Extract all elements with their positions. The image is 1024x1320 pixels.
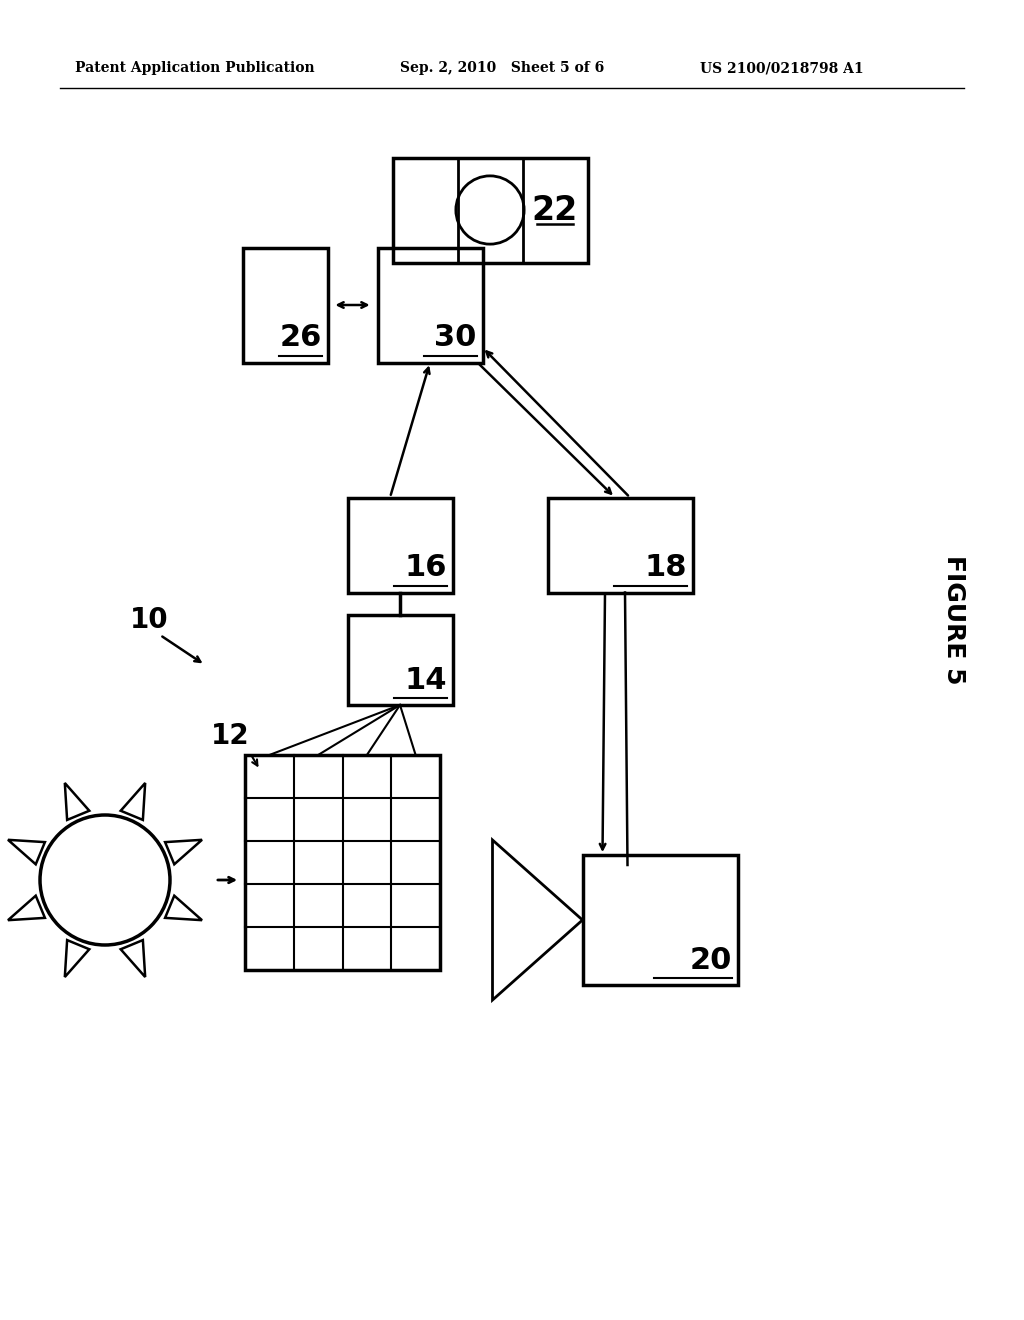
Bar (583, 855, 737, 985)
Text: 10: 10 (130, 606, 169, 634)
Text: 30: 30 (434, 323, 476, 352)
Bar (347, 498, 453, 593)
Text: 26: 26 (280, 323, 322, 352)
Text: Sep. 2, 2010   Sheet 5 of 6: Sep. 2, 2010 Sheet 5 of 6 (400, 61, 604, 75)
Bar (347, 615, 453, 705)
Text: US 2100/0218798 A1: US 2100/0218798 A1 (700, 61, 863, 75)
Text: 12: 12 (211, 722, 250, 750)
Bar (378, 248, 482, 363)
Text: 14: 14 (404, 667, 446, 696)
Text: Patent Application Publication: Patent Application Publication (75, 61, 314, 75)
Text: 16: 16 (404, 553, 446, 582)
Text: 22: 22 (531, 194, 579, 227)
Bar (392, 157, 588, 263)
Text: 20: 20 (689, 946, 731, 975)
Bar (548, 498, 692, 593)
Text: FIGURE 5: FIGURE 5 (942, 556, 966, 685)
Bar (245, 755, 440, 970)
Bar (243, 248, 328, 363)
Text: 18: 18 (644, 553, 686, 582)
